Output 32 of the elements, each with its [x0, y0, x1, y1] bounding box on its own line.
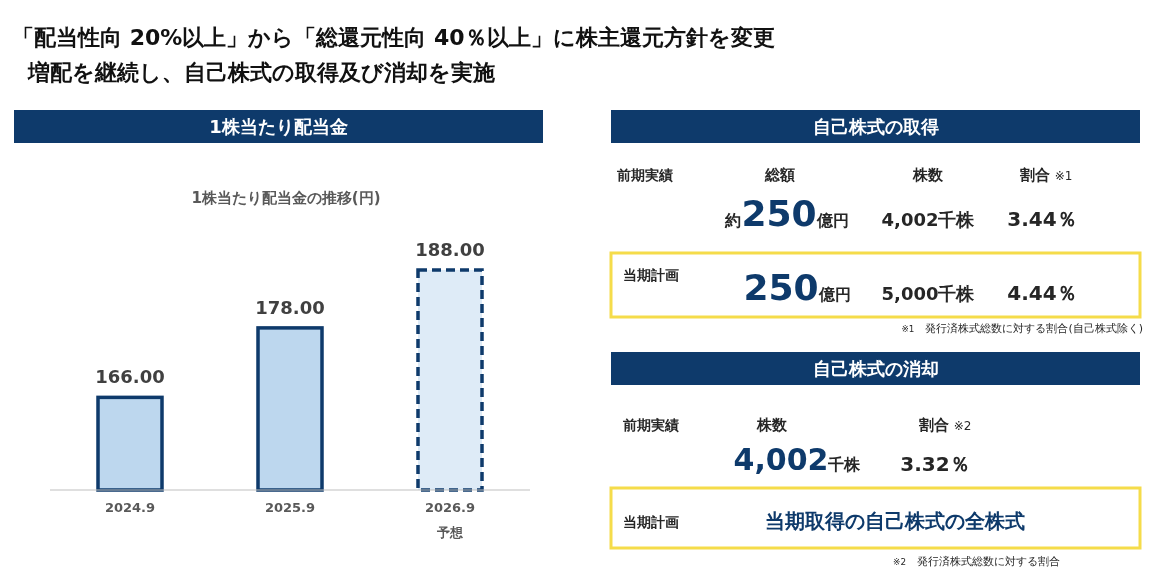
text: 増配を継続し、自己株式の取得及び消却を実施	[27, 60, 495, 85]
text: 前期実績	[616, 167, 673, 183]
text: ※2 発行済株式総数に対する割合	[893, 555, 1060, 568]
text: 自己株式の消却	[812, 358, 939, 379]
data-label: 178.00	[255, 296, 325, 318]
text: 約250億円	[724, 193, 849, 234]
text: 株数	[756, 416, 788, 434]
text: 総額	[764, 166, 795, 184]
chart-title: 1株当たり配当金	[209, 116, 348, 137]
chart-subtitle: 1株当たり配当金の推移(円)	[191, 189, 381, 207]
text: 当期計画	[623, 514, 679, 530]
data-label: 166.00	[95, 366, 165, 388]
x-tick-label: 2026.9 予想	[424, 500, 476, 540]
text: 当期計画	[623, 267, 679, 283]
text: 4,002千株	[881, 209, 976, 230]
text: 自己株式の取得	[812, 116, 939, 137]
text: 4,002千株	[733, 442, 862, 477]
text: 当期取得の自己株式の全株式	[765, 509, 1025, 533]
text: 3.32％	[900, 452, 970, 476]
text: 割合 ※1	[1018, 166, 1073, 184]
text: 割合 ※2	[917, 416, 972, 434]
x-tick-label: 2024.9	[104, 500, 156, 515]
text: 5,000千株	[881, 283, 976, 304]
text: 株数	[912, 166, 944, 184]
text: 「配当性向 20%以上」から「総還元性向 40％以上」に株主還元方針を変更	[12, 25, 775, 50]
text: 前期実績	[622, 417, 679, 433]
text: 3.44％	[1007, 207, 1077, 231]
x-tick-label: 2025.9	[264, 500, 316, 515]
text: 250億円	[743, 267, 851, 308]
data-label: 188.00	[415, 239, 485, 260]
text: 4.44％	[1007, 281, 1077, 305]
text: ※1 発行済株式総数に対する割合(自己株式除く)	[901, 322, 1143, 335]
